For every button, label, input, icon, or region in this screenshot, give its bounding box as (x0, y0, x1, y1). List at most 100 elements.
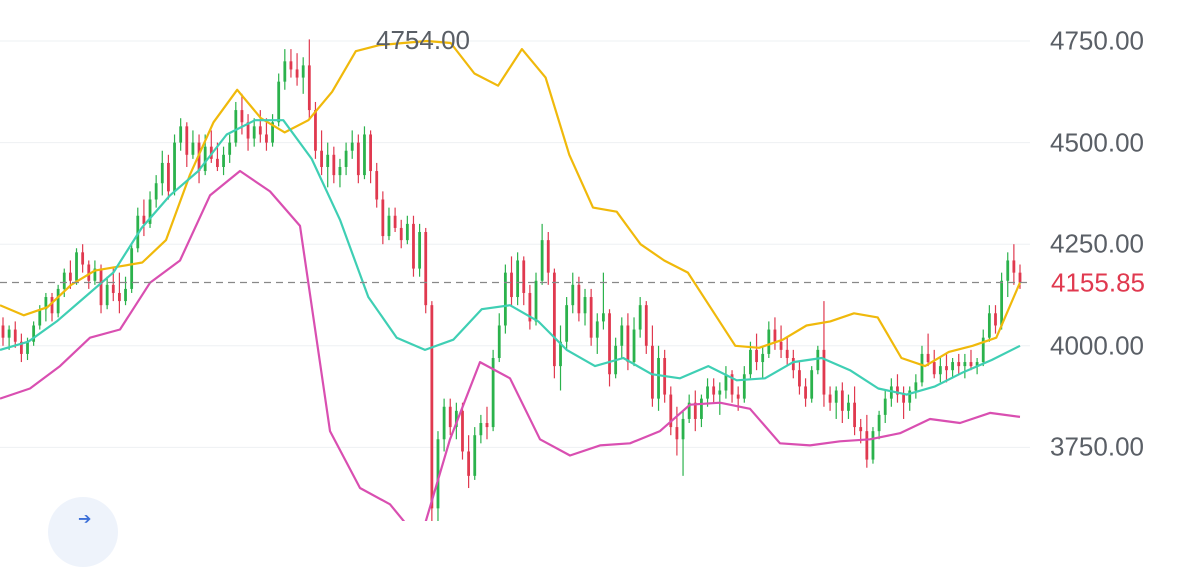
candle (405, 215, 409, 245)
candle-body (1018, 272, 1022, 283)
candle-body (632, 329, 636, 363)
candle-body (314, 110, 317, 151)
candle (565, 297, 569, 350)
candle-body (840, 390, 844, 411)
candle-body (148, 199, 152, 224)
candle (142, 199, 146, 237)
candle (179, 118, 183, 151)
candle (896, 374, 899, 403)
candle (326, 142, 330, 188)
candle-body (216, 158, 219, 167)
candle-body (289, 61, 293, 70)
candle (185, 122, 189, 167)
candle-body (914, 382, 918, 391)
candle-body (816, 349, 820, 371)
candle (938, 357, 942, 383)
candle (19, 333, 23, 363)
candle-body (81, 252, 85, 265)
candle (957, 353, 961, 375)
candle (595, 313, 599, 354)
candle-body (479, 423, 483, 436)
candlestick-chart[interactable]: 4754.00 (0, 0, 1030, 543)
candle-body (393, 215, 397, 228)
candle (136, 207, 140, 253)
candle-body (871, 431, 875, 460)
candle (969, 349, 973, 371)
candle-body (99, 268, 103, 306)
candle-body (620, 325, 624, 346)
candle-body (56, 288, 60, 314)
candle (1006, 252, 1010, 298)
candle-body (951, 362, 955, 371)
candle-body (50, 297, 54, 314)
candle (442, 398, 446, 452)
candle-body (975, 362, 979, 367)
candle (583, 288, 587, 326)
candle-body (730, 374, 734, 395)
candlestick-chart-area[interactable]: 4754.00 ➔ (0, 0, 1030, 567)
candle-body (258, 126, 262, 135)
candle (828, 386, 832, 411)
candle (700, 394, 703, 428)
candle-body (105, 284, 109, 306)
corner-action-icon[interactable]: ➔ (48, 497, 118, 567)
candle-body (651, 345, 654, 399)
candle (589, 288, 593, 346)
candle (669, 386, 673, 436)
candle-body (295, 69, 299, 78)
candle-body (350, 142, 354, 151)
candle (681, 410, 685, 476)
candle-body (932, 362, 936, 375)
candle-body (277, 81, 281, 123)
middle-band-line (0, 119, 1021, 396)
candle-body (448, 406, 452, 428)
candle-body (491, 357, 495, 428)
candle-body (87, 264, 91, 281)
candle (350, 130, 354, 159)
candle (154, 175, 158, 208)
candle (81, 244, 85, 273)
candle (994, 305, 997, 334)
candle (791, 349, 795, 379)
candle (742, 366, 746, 403)
candle-body (761, 353, 765, 363)
candle-body (167, 162, 170, 192)
candle (265, 118, 268, 151)
candle (981, 329, 985, 367)
candle (889, 378, 893, 407)
candle-body (865, 431, 869, 460)
candle (424, 227, 428, 314)
candle-body (920, 353, 924, 383)
y-tick-label: 4000.00 (1050, 330, 1144, 361)
candle (724, 366, 728, 399)
candle (289, 49, 293, 78)
candle-body (565, 305, 569, 342)
candle-body (412, 223, 415, 269)
candle (773, 317, 777, 350)
candle-body (724, 374, 728, 391)
lower-band-line (0, 169, 1021, 543)
candle-body (926, 353, 930, 363)
candle (277, 73, 281, 127)
candle (7, 325, 11, 350)
candle (418, 223, 422, 277)
candle (13, 321, 17, 348)
candle-body (154, 183, 158, 200)
candle (926, 333, 930, 367)
candle-body (571, 284, 575, 306)
candle (706, 378, 709, 407)
candle (632, 317, 636, 367)
candles (1, 39, 1022, 525)
candle-body (203, 146, 207, 172)
candle-body (320, 150, 323, 167)
candle-body (467, 451, 471, 476)
candle-body (522, 260, 526, 293)
candle-body (669, 394, 673, 428)
candle (552, 268, 556, 379)
candle (657, 345, 660, 411)
candle-body (945, 366, 948, 371)
candle-body (546, 240, 550, 273)
candle-body (344, 150, 348, 167)
candle (559, 325, 562, 391)
candle-body (130, 248, 134, 289)
